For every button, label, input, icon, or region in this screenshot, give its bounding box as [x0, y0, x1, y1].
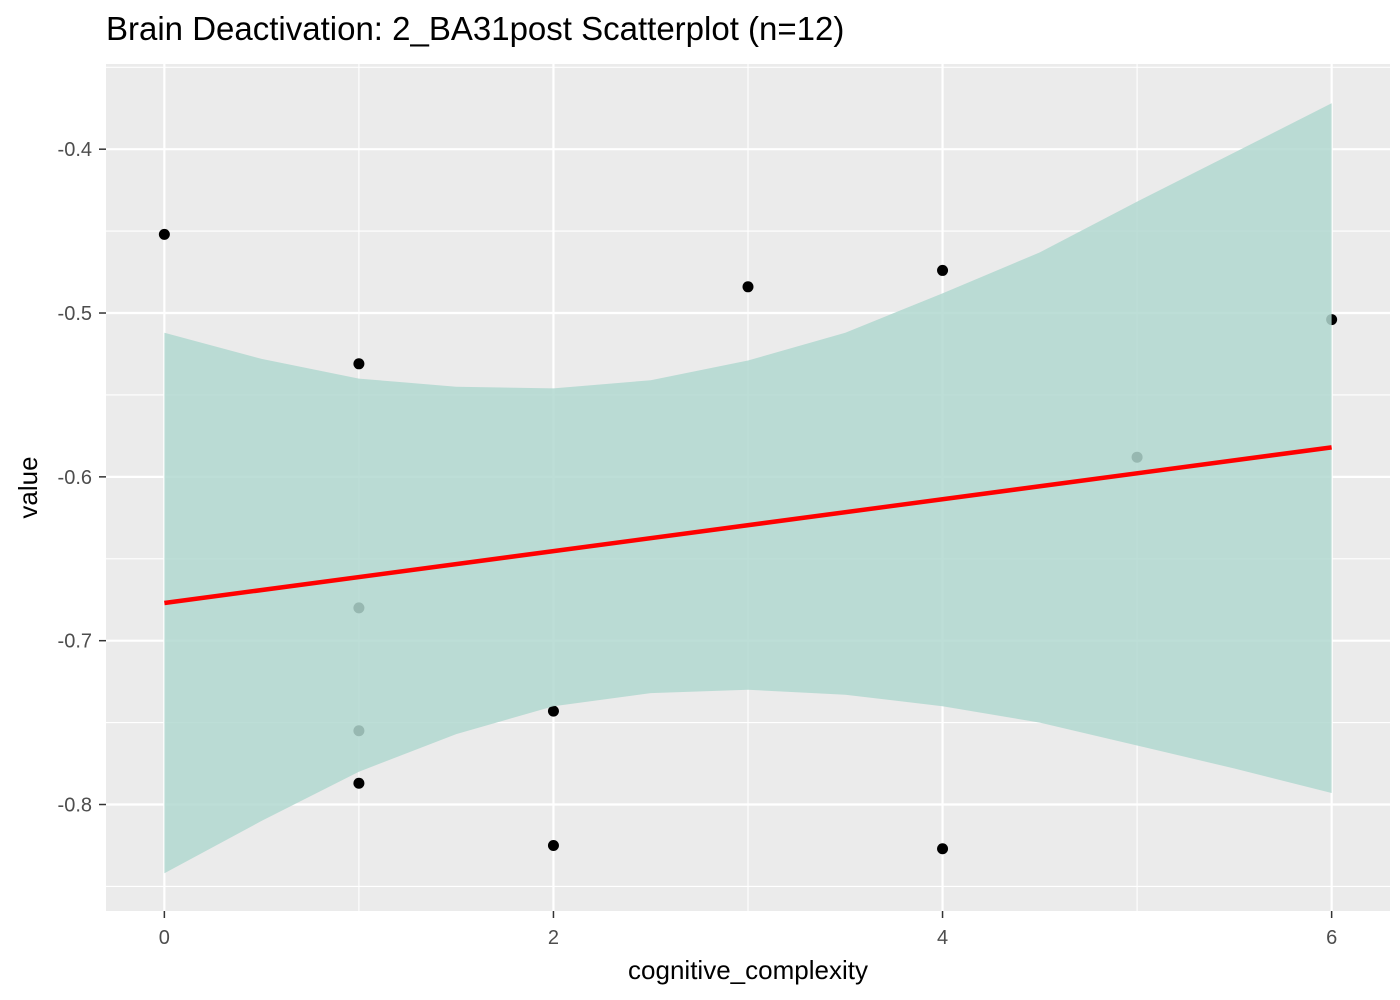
data-point — [158, 228, 170, 240]
y-tick-label: -0.7 — [58, 631, 92, 653]
x-tick-label: 2 — [548, 927, 559, 949]
x-axis-ticks: 0 2 4 6 — [159, 911, 1337, 949]
data-point — [547, 705, 559, 717]
data-point — [353, 358, 365, 370]
regression-line — [164, 445, 1332, 606]
x-tick-label: 6 — [1326, 927, 1337, 949]
data-point — [547, 839, 559, 851]
data-point — [937, 843, 949, 855]
chart-title: Brain Deactivation: 2_BA31post Scatterpl… — [106, 10, 845, 47]
y-tick-label: -0.6 — [58, 467, 92, 489]
y-tick-label: -0.5 — [58, 303, 92, 325]
data-point — [937, 264, 949, 276]
data-point — [353, 777, 365, 789]
y-tick-label: -0.4 — [58, 139, 92, 161]
y-axis-title: value — [13, 456, 43, 518]
x-tick-label: 4 — [937, 927, 948, 949]
x-axis-title: cognitive_complexity — [628, 955, 868, 985]
x-tick-label: 0 — [159, 927, 170, 949]
y-axis-ticks: -0.4 -0.5 -0.6 -0.7 -0.8 — [58, 139, 106, 817]
confidence-band — [164, 103, 1332, 874]
y-tick-label: -0.8 — [58, 795, 92, 817]
data-point — [742, 281, 754, 293]
